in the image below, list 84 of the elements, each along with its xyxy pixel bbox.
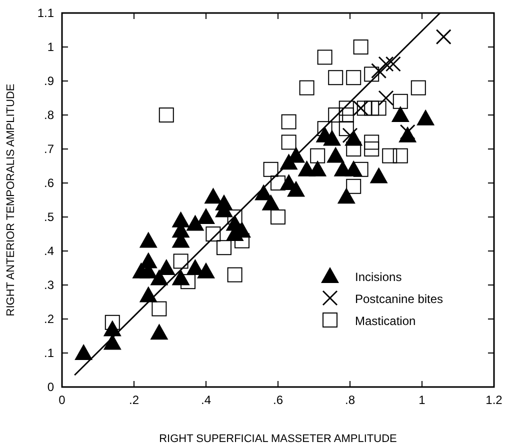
point <box>382 148 398 164</box>
x-tick-label: .4 <box>200 393 212 407</box>
y-tick-label: .6 <box>44 176 54 190</box>
point <box>180 274 196 290</box>
y-tick-label: .8 <box>44 108 54 122</box>
y-tick-label: .1 <box>44 346 54 360</box>
y-tick-label: 0 <box>47 380 54 394</box>
y-axis-title: RIGHT ANTERIOR TEMPORALIS AMPLITUDE <box>5 84 17 316</box>
point <box>317 121 332 136</box>
point <box>104 314 120 330</box>
legend-label: Postcanine bites <box>355 292 444 306</box>
point <box>150 324 168 340</box>
point <box>385 56 401 72</box>
x-tick-label: 0 <box>58 393 66 407</box>
point <box>370 167 388 184</box>
x-tick-label: .6 <box>272 393 284 407</box>
point <box>346 178 362 194</box>
point <box>152 301 167 316</box>
point <box>173 254 188 269</box>
point <box>338 100 354 116</box>
legend-label: Incisions <box>355 270 402 284</box>
y-tick-label: 1 <box>47 40 54 54</box>
point <box>326 146 345 163</box>
point <box>158 108 174 122</box>
point <box>139 232 158 248</box>
point <box>270 210 286 224</box>
point <box>281 114 296 130</box>
point <box>342 128 358 144</box>
point <box>356 100 372 116</box>
point <box>364 134 380 150</box>
y-tick-label: .9 <box>44 74 54 88</box>
y-tick-label: .4 <box>44 244 54 258</box>
point <box>416 109 435 126</box>
point <box>197 262 215 278</box>
point <box>364 66 380 82</box>
point <box>308 160 327 176</box>
point <box>132 262 150 278</box>
point <box>317 50 332 65</box>
point <box>346 70 362 86</box>
point <box>299 80 314 96</box>
point <box>74 344 93 360</box>
point <box>337 188 356 204</box>
point <box>436 29 452 45</box>
point <box>310 148 326 164</box>
point <box>328 108 344 122</box>
x-tick-label: 1.2 <box>486 393 503 407</box>
point <box>172 211 190 228</box>
y-tick-label: 1.1 <box>37 6 54 20</box>
y-tick-label: .2 <box>44 312 54 326</box>
y-tick-label: .5 <box>44 210 54 224</box>
y-tick-label: .3 <box>44 278 54 292</box>
point <box>227 210 242 224</box>
point <box>353 162 368 177</box>
point <box>204 188 222 204</box>
point <box>206 226 221 242</box>
x-tick-label: 1 <box>418 393 426 407</box>
point <box>392 148 408 164</box>
legend-label: Mastication <box>355 314 416 328</box>
point <box>263 162 278 177</box>
x-axis-title: RIGHT SUPERFICIAL MASSETER AMPLITUDE <box>159 433 397 445</box>
point <box>323 130 341 146</box>
point <box>378 56 394 72</box>
point <box>364 142 380 156</box>
y-tick-label: .7 <box>44 142 54 156</box>
point <box>338 121 354 136</box>
point <box>216 240 232 256</box>
point <box>287 180 305 197</box>
x-tick-label: .2 <box>128 393 140 407</box>
point <box>391 106 410 122</box>
point <box>186 214 204 231</box>
point <box>410 80 426 96</box>
point <box>371 100 386 116</box>
x-tick-label: .8 <box>344 393 356 407</box>
point <box>371 63 387 79</box>
point <box>328 70 344 86</box>
point <box>227 267 242 282</box>
point <box>197 208 215 224</box>
point <box>392 94 408 109</box>
point <box>281 134 296 150</box>
point <box>353 100 369 116</box>
point <box>364 100 380 116</box>
point <box>353 40 368 54</box>
point <box>378 90 394 106</box>
point <box>346 142 362 156</box>
